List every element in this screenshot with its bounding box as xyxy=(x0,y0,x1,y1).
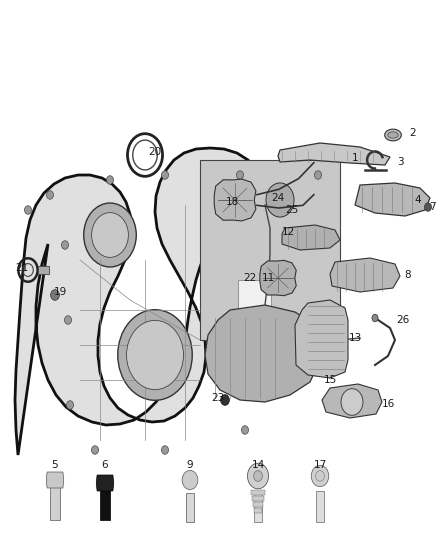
Circle shape xyxy=(254,471,262,481)
Circle shape xyxy=(25,206,32,214)
Polygon shape xyxy=(295,300,348,378)
Polygon shape xyxy=(96,475,114,491)
Circle shape xyxy=(92,446,99,454)
Polygon shape xyxy=(260,260,296,296)
Text: 2: 2 xyxy=(410,128,416,138)
Text: 15: 15 xyxy=(323,375,337,385)
Circle shape xyxy=(314,171,321,179)
Text: 9: 9 xyxy=(187,460,193,470)
Circle shape xyxy=(64,316,71,324)
Polygon shape xyxy=(46,472,64,488)
Circle shape xyxy=(106,176,113,184)
Bar xyxy=(50,486,60,520)
Circle shape xyxy=(247,463,268,489)
Text: 21: 21 xyxy=(15,263,28,273)
Bar xyxy=(186,492,194,522)
Bar xyxy=(316,491,324,522)
Text: 3: 3 xyxy=(397,157,403,167)
Circle shape xyxy=(127,320,184,390)
Bar xyxy=(100,489,110,520)
Text: 14: 14 xyxy=(251,460,265,470)
Polygon shape xyxy=(330,258,400,292)
Polygon shape xyxy=(282,225,340,250)
Circle shape xyxy=(311,465,329,487)
Circle shape xyxy=(424,203,431,211)
Circle shape xyxy=(182,471,198,490)
Circle shape xyxy=(84,203,136,267)
Text: 26: 26 xyxy=(396,315,410,325)
Circle shape xyxy=(51,289,60,300)
Text: 23: 23 xyxy=(212,393,225,403)
Circle shape xyxy=(316,471,325,481)
Text: 11: 11 xyxy=(261,273,275,283)
Text: 20: 20 xyxy=(148,147,162,157)
Circle shape xyxy=(328,311,336,319)
Bar xyxy=(253,502,263,507)
Text: 17: 17 xyxy=(313,460,327,470)
Circle shape xyxy=(46,191,53,199)
Text: 25: 25 xyxy=(286,205,299,215)
Circle shape xyxy=(67,401,74,409)
Circle shape xyxy=(92,213,128,257)
Polygon shape xyxy=(200,160,340,340)
Text: 7: 7 xyxy=(429,202,435,212)
Text: 1: 1 xyxy=(352,153,358,163)
Ellipse shape xyxy=(385,129,401,141)
Polygon shape xyxy=(205,305,320,402)
Circle shape xyxy=(372,314,378,322)
Polygon shape xyxy=(355,183,430,216)
Bar xyxy=(254,507,262,513)
Ellipse shape xyxy=(388,132,398,138)
Bar xyxy=(254,492,262,522)
Circle shape xyxy=(221,394,230,405)
Polygon shape xyxy=(15,148,335,455)
Polygon shape xyxy=(322,384,382,418)
Text: 13: 13 xyxy=(348,333,362,343)
Circle shape xyxy=(266,183,294,217)
Bar xyxy=(238,280,271,328)
Circle shape xyxy=(237,171,244,179)
Circle shape xyxy=(162,446,169,454)
Text: 12: 12 xyxy=(281,227,295,237)
Text: 5: 5 xyxy=(52,460,58,470)
Circle shape xyxy=(241,426,248,434)
Bar xyxy=(252,496,264,501)
Text: 16: 16 xyxy=(381,399,395,409)
Circle shape xyxy=(61,241,68,249)
Circle shape xyxy=(326,341,333,349)
Text: 18: 18 xyxy=(226,197,239,207)
Text: 8: 8 xyxy=(405,270,411,280)
Circle shape xyxy=(118,310,192,400)
Circle shape xyxy=(341,389,363,415)
Polygon shape xyxy=(214,179,256,221)
Text: 4: 4 xyxy=(415,195,421,205)
Text: 22: 22 xyxy=(244,273,257,283)
Text: 19: 19 xyxy=(53,287,67,297)
Bar xyxy=(251,490,265,495)
Circle shape xyxy=(162,171,169,179)
Text: 6: 6 xyxy=(102,460,108,470)
Text: 24: 24 xyxy=(272,193,285,203)
Polygon shape xyxy=(278,143,390,165)
Bar xyxy=(38,266,49,274)
